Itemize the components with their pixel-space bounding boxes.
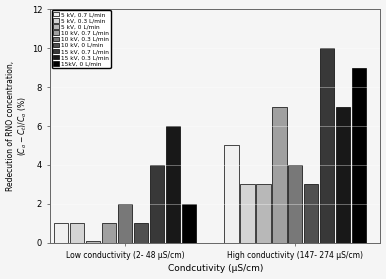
Bar <box>86 241 100 243</box>
Bar <box>336 107 350 243</box>
Bar <box>54 223 68 243</box>
Bar <box>118 204 132 243</box>
Bar <box>288 165 303 243</box>
Bar <box>352 68 366 243</box>
Bar <box>240 184 255 243</box>
Bar <box>150 165 164 243</box>
Bar <box>272 107 286 243</box>
Legend: 5 kV, 0.7 L/min, 5 kV, 0.3 L/min, 5 kV, 0 L/min, 10 kV, 0.7 L/min, 10 kV, 0.3 L/: 5 kV, 0.7 L/min, 5 kV, 0.3 L/min, 5 kV, … <box>52 10 111 68</box>
Bar <box>224 145 239 243</box>
Bar <box>182 204 196 243</box>
Bar <box>304 184 318 243</box>
Bar <box>134 223 148 243</box>
X-axis label: Condcutivity (μS/cm): Condcutivity (μS/cm) <box>168 264 263 273</box>
Bar <box>102 223 116 243</box>
Y-axis label: Redecution of RNO concentration,
$(C_o - C_t)/C_o$ (%): Redecution of RNO concentration, $(C_o -… <box>5 61 29 191</box>
Bar <box>70 223 84 243</box>
Bar <box>320 48 334 243</box>
Bar <box>166 126 180 243</box>
Bar <box>256 184 271 243</box>
